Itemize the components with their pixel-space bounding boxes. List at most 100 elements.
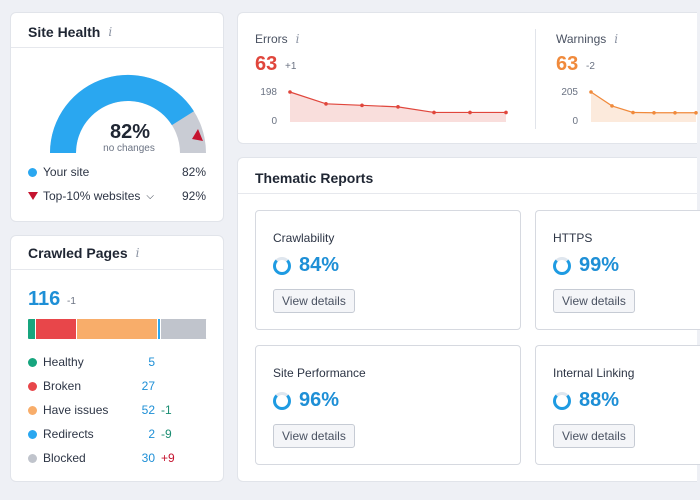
report-percent: 84% [299, 254, 340, 276]
row-count[interactable]: 2 [148, 427, 155, 441]
legend-label[interactable]: Top-10% websites [43, 189, 141, 203]
legend-value: 92% [181, 189, 206, 203]
row-count[interactable]: 52 [141, 403, 155, 417]
divider [11, 269, 223, 270]
crawled-pages-title: Crawled Pages i [28, 245, 139, 261]
divider [238, 193, 697, 194]
bar-segment-have-issues[interactable] [77, 319, 158, 339]
report-score: 84% [273, 254, 339, 277]
view-details-button[interactable]: View details [273, 424, 355, 448]
site-health-title-text: Site Health [28, 24, 101, 40]
trend-point[interactable] [432, 110, 436, 115]
report-internal-linking: Internal Linking 88% View details [535, 345, 700, 465]
info-icon[interactable]: i [295, 32, 300, 46]
errors-label: Errors i [255, 32, 300, 46]
bar-segment-redirects[interactable] [157, 319, 161, 339]
crawled-pages-total[interactable]: 116 [28, 288, 61, 310]
redirects-dot-icon [28, 429, 37, 439]
info-icon[interactable]: i [108, 25, 113, 39]
trend-point[interactable] [631, 110, 635, 115]
divider [535, 29, 536, 129]
trend-point[interactable] [324, 102, 328, 106]
report-score: 88% [553, 389, 619, 412]
errors-label-text: Errors [255, 32, 288, 46]
report-name: Internal Linking [553, 366, 635, 380]
trend-point[interactable] [360, 103, 364, 108]
trend-point[interactable] [652, 110, 656, 115]
progress-ring-icon [273, 391, 291, 410]
report-percent: 99% [579, 254, 620, 276]
crawled-pages-total-delta: -1 [67, 296, 76, 307]
chevron-down-icon[interactable]: ⌵ [146, 190, 154, 202]
bar-segment-broken[interactable] [35, 319, 78, 339]
info-icon[interactable]: i [135, 246, 140, 260]
row-change: +9 [161, 451, 175, 465]
row-change: -1 [161, 403, 172, 417]
crawled-row-have-issues[interactable]: Have issues 52 -1 [28, 402, 218, 418]
crawled-row-blocked[interactable]: Blocked 30 +9 [28, 450, 218, 466]
trend-point[interactable] [288, 90, 292, 94]
top-10-marker-icon [192, 129, 203, 141]
crawled-pages-title-text: Crawled Pages [28, 245, 128, 261]
errors-value[interactable]: 63 [255, 53, 278, 75]
blocked-dot-icon [28, 453, 37, 463]
trend-point[interactable] [673, 110, 677, 115]
legend-top-10: Top-10% websites ⌵ 92% [28, 188, 206, 204]
row-count[interactable]: 5 [148, 355, 155, 369]
row-label: Healthy [43, 355, 84, 369]
site-health-score: 82% [109, 121, 151, 143]
errors-trend-chart[interactable] [288, 90, 508, 124]
gauge-fill [49, 74, 194, 153]
report-percent: 96% [299, 389, 340, 411]
row-label: Broken [43, 379, 82, 393]
view-details-button[interactable]: View details [273, 289, 355, 313]
report-percent: 88% [579, 389, 620, 411]
errors-axis-max: 198 [260, 87, 277, 98]
bar-segment-blocked[interactable] [160, 319, 207, 339]
crawled-pages-card: Crawled Pages i 116 -1 Healthy 5 Broken … [10, 235, 224, 482]
site-health-card: Site Health i 82% no changes Your site 8… [10, 12, 224, 222]
report-name: Crawlability [273, 231, 335, 245]
warnings-delta: -2 [586, 61, 595, 72]
warnings-axis-max: 205 [561, 87, 578, 98]
trend-point[interactable] [589, 90, 593, 94]
crawled-pages-bar[interactable] [28, 319, 207, 339]
progress-ring-icon [553, 391, 571, 410]
report-crawlability: Crawlability 84% View details [255, 210, 521, 330]
your-site-dot-icon [28, 167, 37, 177]
trend-point[interactable] [504, 110, 508, 115]
errors-delta: +1 [285, 61, 297, 72]
warnings-value[interactable]: 63 [556, 53, 579, 75]
healthy-dot-icon [28, 357, 37, 367]
trend-area [591, 92, 696, 122]
view-details-button[interactable]: View details [553, 424, 635, 448]
broken-dot-icon [28, 381, 37, 391]
trend-point[interactable] [468, 110, 472, 115]
legend-value: 82% [181, 165, 206, 179]
crawled-row-broken[interactable]: Broken 27 [28, 378, 218, 394]
info-icon[interactable]: i [614, 32, 619, 46]
row-count[interactable]: 27 [141, 379, 155, 393]
errors-warnings-card: Errors i 63 +1 198 0 Warnings i 63 -2 20… [237, 12, 698, 144]
trend-point[interactable] [610, 104, 614, 108]
trend-line [590, 91, 696, 114]
warnings-label: Warnings i [556, 32, 618, 46]
report-name: Site Performance [273, 366, 366, 380]
trend-point[interactable] [396, 105, 400, 109]
row-count[interactable]: 30 [141, 451, 155, 465]
crawled-row-redirects[interactable]: Redirects 2 -9 [28, 426, 218, 442]
warnings-trend-chart[interactable] [589, 90, 698, 124]
trend-point[interactable] [694, 110, 698, 115]
legend-your-site: Your site 82% [28, 164, 206, 180]
row-change: -9 [161, 427, 172, 441]
row-label: Redirects [43, 427, 94, 441]
thematic-reports-title: Thematic Reports [255, 170, 374, 186]
bar-segment-healthy[interactable] [28, 319, 36, 339]
warnings-axis-min: 0 [572, 116, 578, 127]
divider [11, 47, 223, 48]
row-label: Blocked [43, 451, 86, 465]
report-https: HTTPS 99% View details [535, 210, 700, 330]
view-details-button[interactable]: View details [553, 289, 635, 313]
crawled-row-healthy[interactable]: Healthy 5 [28, 354, 218, 370]
errors-axis-min: 0 [271, 116, 277, 127]
